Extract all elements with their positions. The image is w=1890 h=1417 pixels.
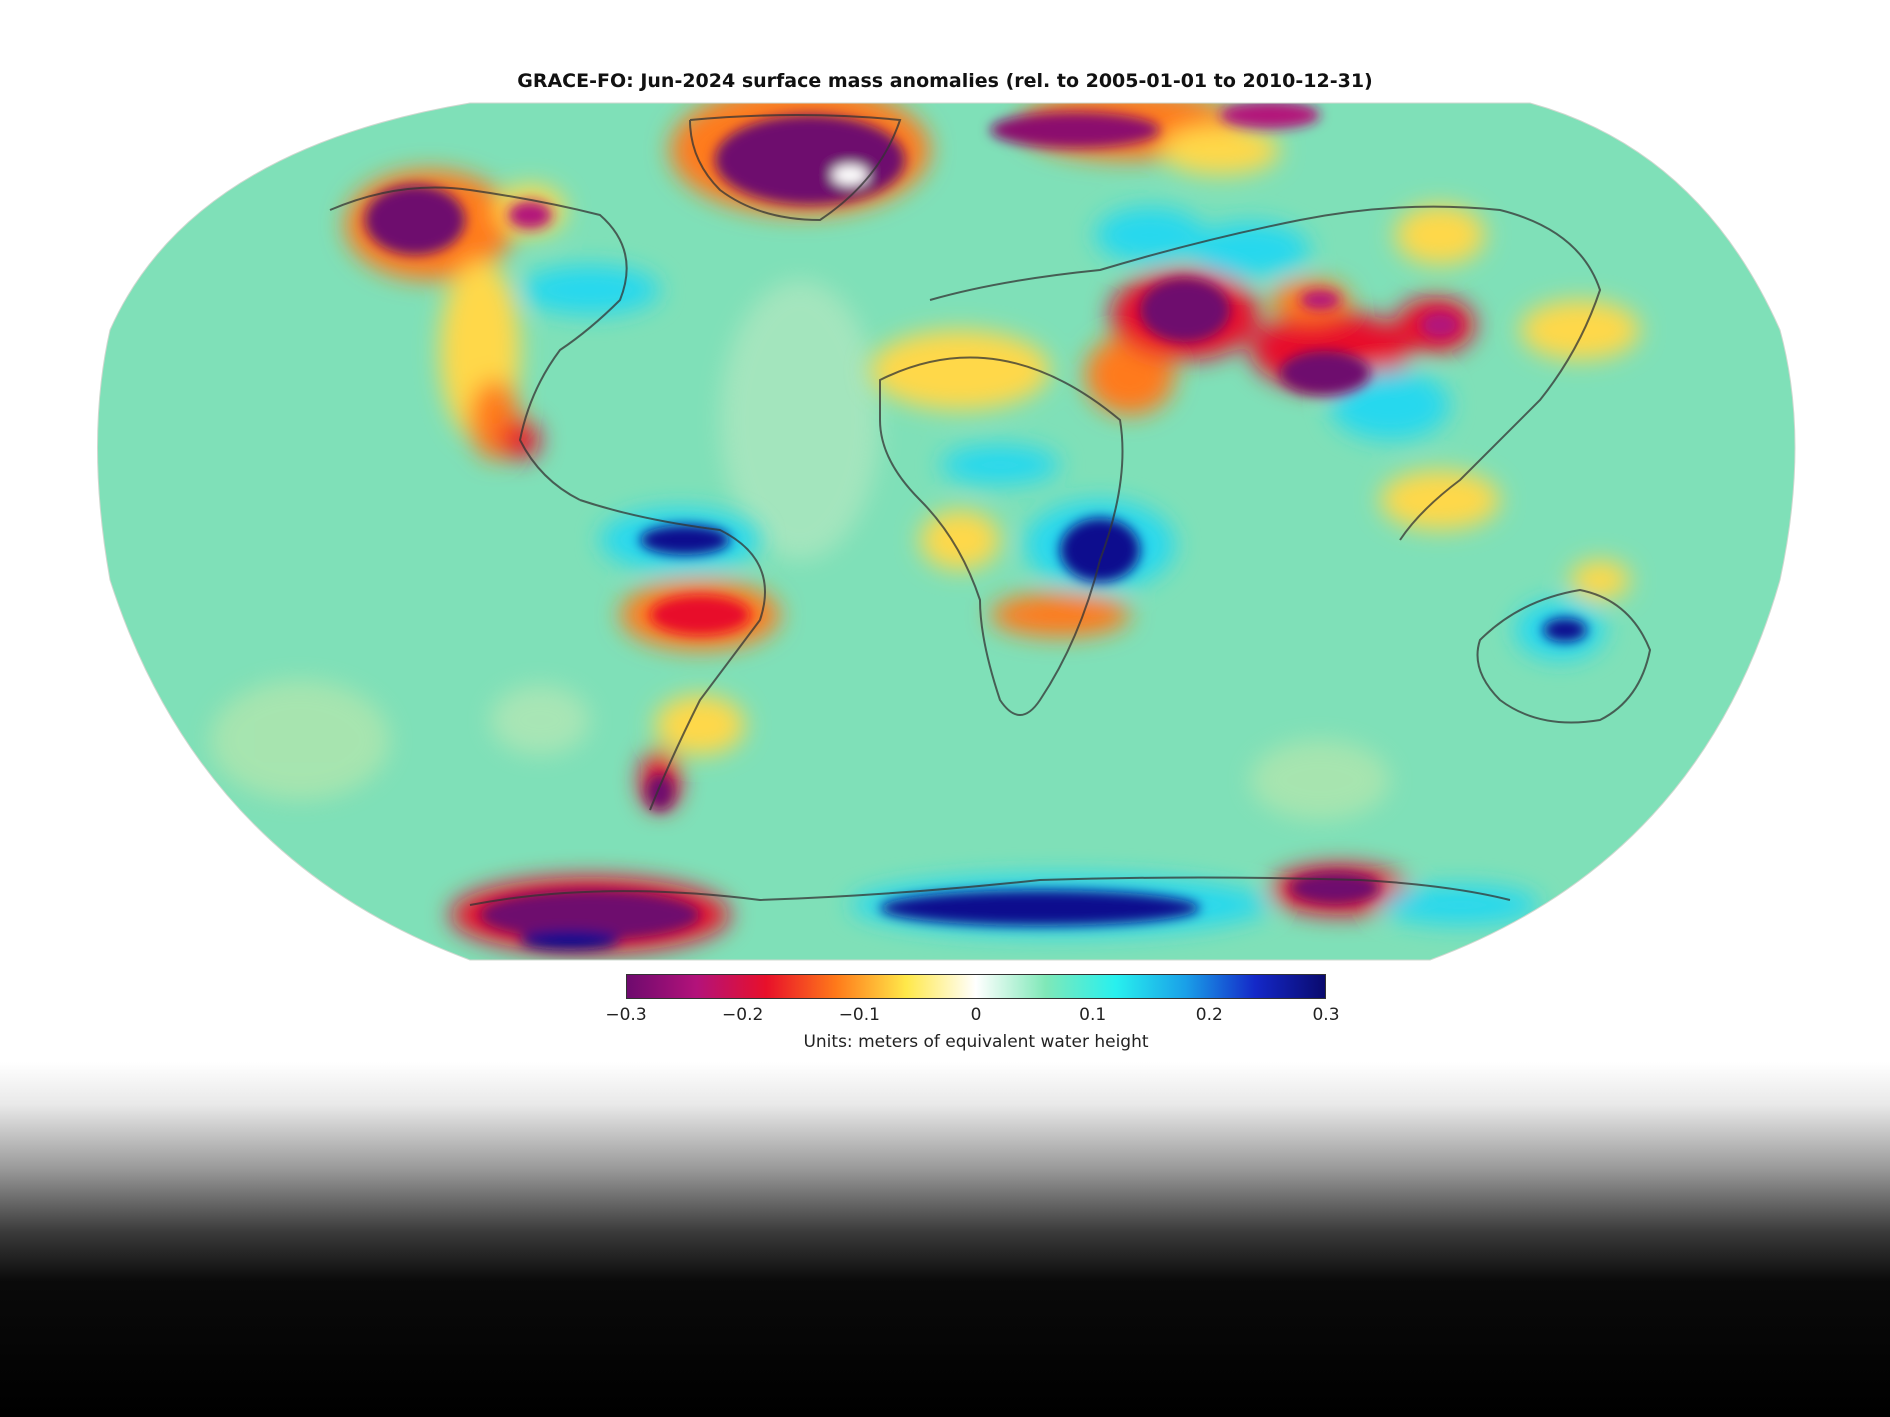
tick-label: 0.3 [1312,1005,1340,1025]
map-field [97,103,1795,960]
world-map [97,102,1796,961]
coastlines [329,114,1652,906]
bottom-gradient-band [0,1062,1890,1417]
units-label: Units: meters of equivalent water height [803,1032,1149,1052]
tick-label: 0 [970,1005,982,1025]
tick-label: 0.1 [1079,1005,1107,1025]
tick-label: 0.2 [1195,1005,1223,1025]
tick-label: −0.3 [605,1005,647,1025]
colorbar-gradient [626,974,1326,999]
map-title: GRACE-FO: Jun-2024 surface mass anomalie… [517,70,1373,92]
colorbar-ticks: −0.3 −0.2 −0.1 0 0.1 0.2 0.3 [605,999,1339,1025]
tick-label: −0.1 [838,1005,880,1025]
tick-label: −0.2 [722,1005,764,1025]
colorbar: −0.3 −0.2 −0.1 0 0.1 0.2 0.3 [605,974,1340,1025]
